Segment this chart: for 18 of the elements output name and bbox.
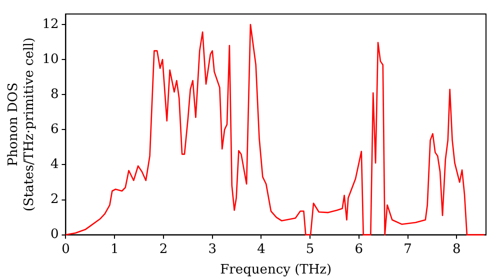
x-tick-label: 0 <box>62 242 70 257</box>
y-tick-label: 10 <box>42 52 59 67</box>
y-tick-label: 12 <box>42 16 59 32</box>
x-tick-label: 4 <box>257 242 266 257</box>
x-tick-label: 8 <box>452 242 461 257</box>
x-tick-label: 1 <box>110 242 119 257</box>
y-axis-title: Phonon DOS (States/THz·primitive cell) <box>6 37 37 212</box>
x-tick-label: 6 <box>354 242 364 257</box>
x-tick-label: 7 <box>404 242 412 257</box>
y-tick-label: 2 <box>50 192 59 208</box>
y-tick-label: 4 <box>50 157 59 172</box>
x-tick-label: 5 <box>306 242 314 257</box>
y-tick-label: 6 <box>50 122 59 138</box>
x-tick-label: 2 <box>159 242 168 257</box>
y-tick-label: 8 <box>50 86 59 102</box>
x-tick-label: 3 <box>208 242 216 257</box>
x-axis-title: Frequency (THz) <box>220 262 332 278</box>
y-tick-label: 0 <box>50 227 59 242</box>
